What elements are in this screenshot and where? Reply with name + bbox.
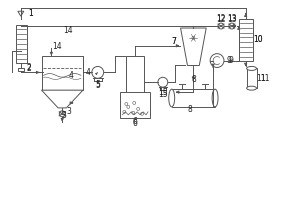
Ellipse shape: [247, 86, 256, 90]
Text: 3: 3: [67, 107, 72, 116]
Ellipse shape: [247, 66, 256, 70]
Text: 8: 8: [187, 105, 192, 114]
Bar: [247, 68, 256, 88]
Polygon shape: [181, 28, 206, 65]
Text: 1: 1: [28, 9, 33, 18]
Text: 5: 5: [95, 80, 100, 89]
Text: 10: 10: [254, 35, 263, 44]
Text: 15: 15: [158, 90, 168, 99]
Polygon shape: [18, 11, 24, 16]
Text: 5: 5: [95, 81, 100, 90]
Circle shape: [133, 101, 136, 104]
Circle shape: [229, 23, 235, 29]
Circle shape: [210, 54, 224, 67]
Text: 3: 3: [62, 111, 67, 120]
Circle shape: [92, 66, 104, 78]
Text: 15: 15: [158, 88, 168, 97]
Bar: [239, 19, 253, 61]
Text: 2: 2: [26, 63, 31, 72]
Text: 14: 14: [52, 42, 62, 51]
Text: 12: 12: [216, 14, 226, 23]
Text: 1: 1: [28, 9, 33, 18]
Circle shape: [218, 23, 224, 29]
Text: 6: 6: [133, 119, 138, 128]
Text: 12: 12: [216, 15, 226, 24]
Ellipse shape: [169, 89, 175, 107]
Bar: [172, 89, 215, 107]
Bar: [18, 68, 24, 71]
Bar: [41, 56, 83, 90]
Text: 9: 9: [228, 56, 233, 65]
Circle shape: [192, 36, 195, 39]
Circle shape: [141, 112, 144, 115]
Text: 10: 10: [254, 35, 263, 44]
Text: 11: 11: [257, 74, 266, 83]
Text: 9: 9: [226, 56, 231, 65]
Circle shape: [132, 111, 135, 114]
Circle shape: [123, 110, 126, 113]
Bar: [16, 25, 27, 63]
Bar: [126, 56, 144, 93]
Text: 7: 7: [171, 37, 176, 46]
Text: 13: 13: [227, 15, 237, 24]
Text: 6: 6: [133, 117, 138, 126]
Bar: [120, 92, 150, 118]
Text: 4: 4: [69, 71, 74, 80]
Text: 4: 4: [85, 68, 90, 77]
Circle shape: [59, 111, 65, 117]
Ellipse shape: [212, 89, 218, 107]
Circle shape: [125, 102, 128, 105]
Text: 14: 14: [63, 26, 73, 35]
Text: 7: 7: [171, 37, 176, 46]
Text: 2: 2: [26, 64, 31, 73]
Text: 11: 11: [261, 74, 270, 83]
Circle shape: [158, 77, 168, 87]
Polygon shape: [41, 90, 83, 108]
Text: 13: 13: [227, 14, 237, 23]
Circle shape: [137, 107, 140, 110]
Text: 8: 8: [191, 75, 196, 84]
Circle shape: [127, 105, 130, 108]
